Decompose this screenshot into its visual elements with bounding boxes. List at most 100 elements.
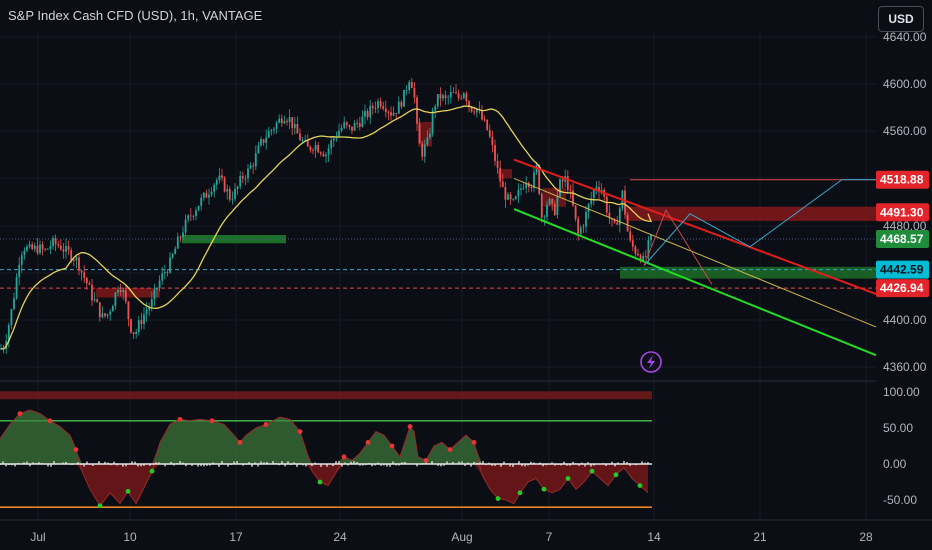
candle-body: [574, 205, 577, 219]
time-tick-label: 17: [229, 530, 243, 544]
candle-body: [187, 215, 190, 220]
candle-body: [618, 208, 621, 225]
candle-body: [455, 92, 457, 94]
candle-body: [49, 246, 52, 249]
candle-body: [249, 165, 252, 169]
projection-path: [643, 179, 876, 266]
currency-button[interactable]: USD: [878, 6, 924, 32]
trend-drawings: [513, 158, 877, 357]
candle-body: [421, 143, 424, 157]
candle-body: [239, 176, 242, 187]
candle-body: [462, 93, 465, 99]
candlestick-series: [0, 77, 652, 355]
candle-body: [182, 232, 184, 237]
oscillator-signal-dot: [389, 443, 395, 449]
oscillator-signal-dot: [637, 483, 643, 488]
candle-body: [634, 246, 637, 254]
candle-body: [494, 145, 496, 161]
candle-body: [569, 190, 572, 192]
candle-body: [358, 123, 361, 127]
candle-body: [512, 199, 515, 200]
oscillator-tick-label: 0.00: [883, 457, 907, 471]
candle-body: [280, 118, 283, 124]
candle-body: [231, 198, 234, 200]
candle-body: [418, 123, 421, 144]
candle-body: [429, 133, 431, 138]
candle-body: [221, 175, 223, 178]
candle-body: [7, 325, 10, 342]
candle-body: [403, 90, 405, 107]
oscillator-signal-dot: [613, 472, 619, 478]
candle-body: [65, 245, 67, 252]
candle-body: [283, 120, 286, 124]
candle-body: [83, 272, 86, 278]
candle-body: [598, 187, 600, 192]
candle-body: [423, 144, 426, 157]
price-tick-label: 4640.00: [883, 30, 927, 44]
candle-body: [548, 199, 551, 205]
candle-body: [481, 110, 483, 120]
candle-body: [174, 248, 177, 255]
candle-body: [332, 138, 335, 141]
candle-body: [296, 124, 299, 134]
candle-body: [41, 244, 44, 250]
candle-body: [624, 190, 626, 215]
candle-body: [551, 199, 554, 204]
time-tick-label: 28: [859, 530, 873, 544]
lightning-icon-ring: [640, 351, 662, 373]
candle-body: [387, 112, 390, 113]
candle-body: [52, 238, 54, 247]
oscillator-signal-dot: [73, 447, 79, 452]
oscillator-signal-dot: [297, 429, 303, 434]
price-tag-box: [876, 203, 929, 222]
candle-body: [275, 122, 278, 129]
demand-zone: [620, 266, 876, 279]
time-tick-label: Aug: [451, 530, 472, 544]
candle-body: [166, 272, 169, 273]
candle-body: [20, 255, 23, 265]
symbol-title: S&P Index Cash CFD (USD), 1h, VANTAGE: [8, 8, 263, 23]
candle-body: [616, 222, 619, 225]
candle-body: [241, 176, 244, 179]
overbought-band: [0, 391, 652, 400]
oscillator-positive-area: [0, 410, 648, 464]
time-tick-label: Jul: [30, 530, 45, 544]
candle-body: [39, 244, 41, 254]
price-tag-box: [876, 230, 929, 249]
candle-body: [215, 179, 218, 185]
candle-body: [340, 127, 343, 131]
candle-body: [312, 150, 314, 151]
oscillator-signal-dot: [423, 458, 429, 463]
candle-body: [78, 257, 80, 271]
candle-body: [413, 88, 416, 98]
candle-body: [114, 292, 117, 306]
candle-body: [377, 101, 379, 109]
candle-body: [304, 139, 307, 141]
candle-body: [356, 122, 359, 124]
candle-body: [67, 245, 70, 251]
price-tag-red: 4518.88: [876, 170, 929, 189]
oscillator-signal-dot: [97, 503, 103, 509]
candle-body: [395, 113, 398, 115]
candle-body: [234, 188, 236, 199]
lightning-icon: [640, 351, 662, 373]
candle-body: [171, 254, 174, 258]
candle-body: [119, 290, 122, 293]
candle-body: [140, 320, 143, 324]
price-tag-value: 4442.59: [880, 263, 924, 277]
candle-body: [642, 255, 645, 261]
price-tag-box: [876, 260, 929, 279]
oscillator-signal-dot: [237, 440, 243, 445]
candle-body: [592, 190, 595, 199]
candle-body: [101, 313, 104, 318]
oscillator-tick-label: 100.00: [883, 385, 920, 399]
candle-body: [156, 288, 158, 290]
candle-body: [553, 203, 556, 215]
candle-body: [504, 187, 507, 200]
candle-body: [117, 290, 119, 293]
candle-body: [353, 122, 356, 131]
candle-body: [288, 117, 291, 122]
oscillator-negative-area: [0, 464, 648, 506]
candle-body: [426, 137, 429, 145]
